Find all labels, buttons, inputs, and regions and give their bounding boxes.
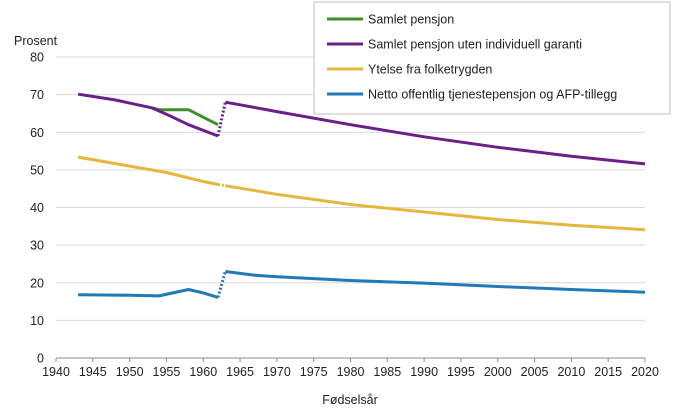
x-tick-label: 1955 bbox=[153, 365, 181, 379]
x-axis-title: Fødselsår bbox=[322, 393, 378, 407]
x-tick-label: 2020 bbox=[631, 365, 659, 379]
legend-label-1: Samlet pensjon uten individuell garanti bbox=[368, 38, 582, 52]
axis-layer: 0 10 20 30 40 50 60 70 80 1940 1945 1950 1955 1960 196… bbox=[30, 51, 659, 380]
x-tick-label: 1945 bbox=[79, 365, 107, 379]
y-tick-label: 70 bbox=[30, 88, 44, 102]
y-tick-label: 30 bbox=[30, 239, 44, 253]
y-tick-label: 80 bbox=[30, 51, 44, 65]
x-tick-label: 1965 bbox=[226, 365, 254, 379]
y-tick-label: 60 bbox=[30, 126, 44, 140]
y-tick-label: 40 bbox=[30, 201, 44, 215]
y-tick-label: 50 bbox=[30, 163, 44, 177]
y-tick-label: 20 bbox=[30, 276, 44, 290]
x-tick-label: 1970 bbox=[263, 365, 291, 379]
legend: Samlet pensjon Samlet pensjon uten indivi… bbox=[313, 1, 671, 115]
series-line-2 bbox=[77, 155, 219, 186]
x-tick-label: 1995 bbox=[447, 365, 475, 379]
y-axis-title: Prosent bbox=[14, 34, 58, 48]
y-tick-label: 10 bbox=[30, 314, 44, 328]
series-connector-2 bbox=[217, 183, 226, 188]
legend-items: Samlet pensjon Samlet pensjon uten indivi… bbox=[327, 13, 617, 102]
x-tick-label: 1980 bbox=[337, 365, 365, 379]
x-tick-label: 2010 bbox=[557, 365, 585, 379]
series-connector-3 bbox=[216, 271, 227, 298]
x-tick-label: 1940 bbox=[42, 365, 70, 379]
series-line-1 bbox=[77, 92, 219, 138]
x-tick-label: 1950 bbox=[116, 365, 144, 379]
x-tick-label: 1985 bbox=[373, 365, 401, 379]
x-tick-label: 1990 bbox=[410, 365, 438, 379]
legend-label-3: Netto offentlig tjenestepensjon og AFP-t… bbox=[368, 88, 617, 102]
series-line-1-part2 bbox=[225, 100, 646, 166]
legend-label-2: Ytelse fra folketrygden bbox=[368, 63, 492, 77]
y-tick-label: 0 bbox=[37, 352, 44, 366]
series-line-3 bbox=[78, 288, 219, 299]
x-tick-label: 2015 bbox=[594, 365, 622, 379]
series-layer bbox=[77, 92, 646, 299]
x-tick-label: 1975 bbox=[300, 365, 328, 379]
x-tick-label: 1960 bbox=[189, 365, 217, 379]
series-line-3-part2 bbox=[225, 270, 646, 294]
series-line-2-part2 bbox=[225, 184, 646, 232]
x-tick-label: 2000 bbox=[484, 365, 512, 379]
legend-label-0: Samlet pensjon bbox=[368, 13, 454, 27]
series-connector-1 bbox=[216, 101, 227, 137]
x-tick-label: 2005 bbox=[521, 365, 549, 379]
legend-box bbox=[313, 1, 671, 115]
